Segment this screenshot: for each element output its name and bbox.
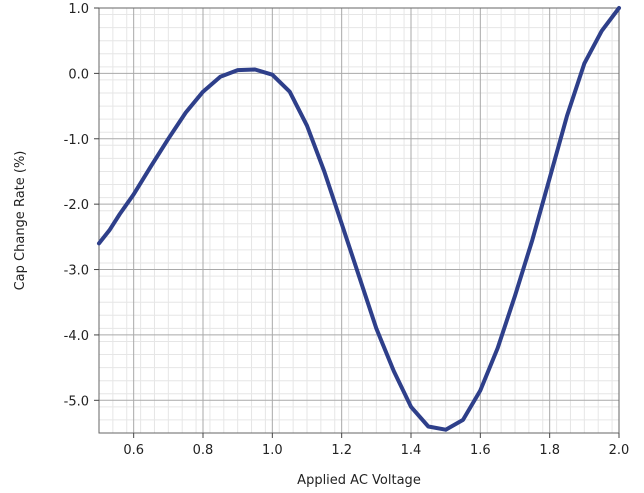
x-tick-label: 1.8	[539, 443, 560, 458]
x-axis-ticks: 0.6 0.8 1.0 1.2 1.4 1.6 1.8 2.0	[123, 433, 629, 458]
x-tick-label: 2.0	[609, 443, 630, 458]
series-line	[97, 6, 621, 432]
x-tick-label: 1.4	[401, 443, 422, 458]
x-tick-label: 0.8	[193, 443, 214, 458]
x-tick-label: 0.6	[123, 443, 144, 458]
y-tick-label: -1.0	[64, 133, 89, 148]
y-tick-label: 0.0	[68, 67, 89, 82]
x-tick-label: 1.6	[470, 443, 491, 458]
y-axis-ticks: 1.0 0.0 -1.0 -2.0 -3.0 -4.0 -5.0	[64, 2, 99, 409]
y-tick-label: -4.0	[64, 329, 89, 344]
y-tick-label: -5.0	[64, 394, 89, 409]
minor-grid	[98, 8, 619, 434]
x-axis-label: Applied AC Voltage	[297, 473, 421, 488]
x-tick-label: 1.2	[331, 443, 352, 458]
plot-frame	[98, 7, 620, 434]
x-tick-label: 1.0	[262, 443, 283, 458]
series-layer	[97, 6, 621, 432]
y-tick-label: -2.0	[64, 198, 89, 213]
y-axis-label: Cap Change Rate (%)	[13, 151, 28, 291]
y-tick-label: -3.0	[64, 264, 89, 279]
major-grid	[99, 7, 620, 433]
y-tick-label: 1.0	[68, 2, 89, 17]
